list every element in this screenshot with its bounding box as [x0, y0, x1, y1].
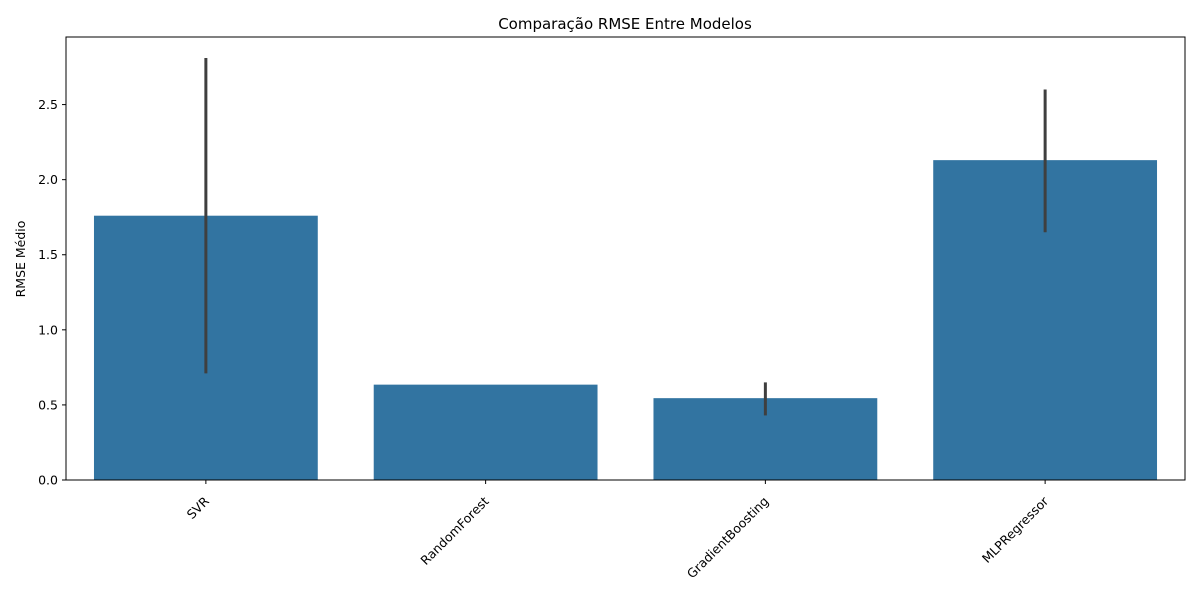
y-axis-ticks: 0.0 0.5 1.0 1.5 2.0 2.5 [38, 97, 66, 488]
chart-title: Comparação RMSE Entre Modelos [498, 15, 752, 33]
axes-group [65, 36, 1186, 481]
x-tick-label: MLPRegressor [979, 493, 1052, 566]
x-tick-label: SVR [184, 493, 213, 522]
x-tick-label: GradientBoosting [684, 494, 772, 582]
x-tick-label: RandomForest [417, 493, 491, 567]
y-tick-label: 1.5 [38, 247, 58, 262]
bars-group [93, 160, 1158, 480]
y-tick-label: 0.5 [38, 397, 58, 412]
y-axis-label: RMSE Médio [13, 221, 28, 298]
y-tick-label: 2.5 [38, 97, 58, 112]
error-bars-group [204, 58, 1047, 416]
y-tick-label: 1.0 [38, 322, 58, 337]
plot-area-frame [65, 36, 1186, 481]
y-tick-label: 0.0 [38, 473, 58, 488]
bar-randomforest [373, 384, 598, 480]
y-tick-label: 2.0 [38, 172, 58, 187]
x-axis-ticks: SVR RandomForest GradientBoosting MLPRegres… [184, 480, 1052, 581]
